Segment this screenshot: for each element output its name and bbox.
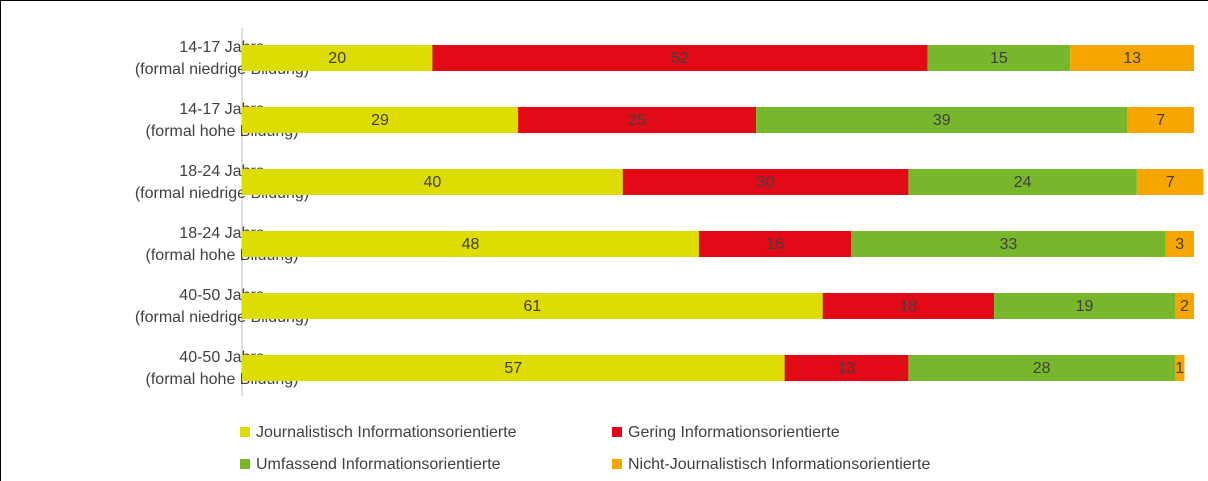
legend-swatch [240, 459, 250, 469]
bar-segment [851, 231, 1166, 257]
bar-segment [242, 293, 823, 319]
bar-segment [242, 231, 699, 257]
bar-segment [756, 107, 1128, 133]
legend-label: Umfassend Informationsorientierte [256, 456, 501, 473]
data-label: 39 [933, 112, 951, 129]
bar-segment [1174, 293, 1194, 319]
data-label: 57 [504, 360, 522, 377]
data-label: 19 [1076, 298, 1094, 315]
data-label: 2 [1180, 298, 1189, 315]
bar-segment [822, 293, 995, 319]
bar-segment [908, 355, 1175, 381]
data-label: 48 [462, 236, 480, 253]
bar-segment [242, 107, 519, 133]
data-label: 13 [1123, 50, 1141, 67]
data-label: 40 [424, 174, 442, 191]
bar-segment [1174, 355, 1185, 381]
data-label: 1 [1175, 360, 1184, 377]
legend-swatch [240, 427, 250, 437]
legend-swatch [612, 427, 622, 437]
data-label: 13 [838, 360, 856, 377]
data-label: 18 [900, 298, 918, 315]
bar-segment [432, 45, 928, 71]
data-label: 24 [1014, 174, 1032, 191]
data-label: 30 [757, 174, 775, 191]
data-label: 33 [999, 236, 1017, 253]
data-label: 28 [1033, 360, 1051, 377]
bar-segment [622, 169, 909, 195]
data-label: 25 [628, 112, 646, 129]
data-label: 15 [990, 50, 1008, 67]
legend-swatch [612, 459, 622, 469]
bar-segment [784, 355, 909, 381]
bar-segment [242, 355, 785, 381]
data-label: 52 [671, 50, 689, 67]
legend-label: Gering Informationsorientierte [628, 424, 840, 441]
bar-segment [908, 169, 1137, 195]
bar-segment [1070, 45, 1194, 71]
bar-segment [518, 107, 757, 133]
data-label: 29 [371, 112, 389, 129]
data-label: 61 [523, 298, 541, 315]
bar-segment [1127, 107, 1194, 133]
bar-segment [698, 231, 852, 257]
legend-label: Journalistisch Informationsorientierte [256, 424, 517, 441]
data-label: 7 [1156, 112, 1165, 129]
bar-segment [242, 169, 623, 195]
bar-segment [927, 45, 1071, 71]
data-label: 16 [766, 236, 784, 253]
data-label: 3 [1175, 236, 1184, 253]
legend-label: Nicht-Journalistisch Informationsorienti… [628, 456, 930, 473]
bar-segment [1136, 169, 1204, 195]
bar-segment [242, 45, 433, 71]
data-label: 20 [328, 50, 346, 67]
data-label: 7 [1166, 174, 1175, 191]
bar-segment [1165, 231, 1194, 257]
bar-segment [994, 293, 1175, 319]
